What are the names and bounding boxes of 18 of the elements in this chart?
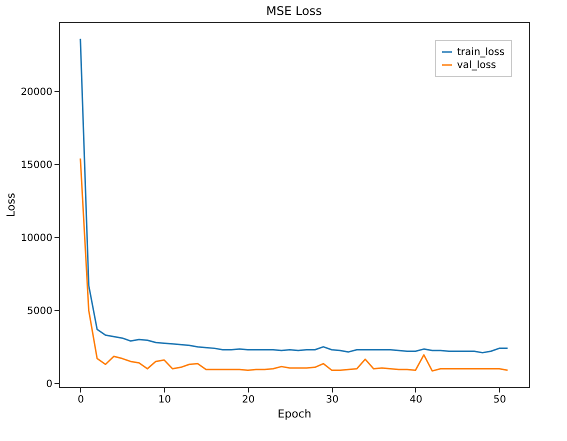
x-tick-label: 20	[242, 394, 255, 406]
chart-title: MSE Loss	[266, 4, 322, 18]
line-series	[80, 158, 508, 372]
y-tick-label: 15000	[20, 160, 52, 171]
y-tick-label: 0	[46, 378, 52, 390]
y-tick-label: 5000	[27, 306, 52, 317]
legend-label: train_loss	[457, 47, 505, 58]
y-tick-label: 20000	[20, 86, 52, 98]
x-tick-label: 30	[326, 394, 339, 406]
legend-label: val_loss	[457, 60, 496, 71]
x-tick-label: 10	[158, 394, 172, 406]
line-series	[80, 38, 508, 354]
x-axis-title: Epoch	[278, 408, 312, 420]
y-tick-label: 10000	[20, 232, 52, 244]
x-tick-label: 50	[493, 394, 506, 406]
x-tick-label: 0	[78, 394, 84, 406]
x-tick-label: 40	[410, 394, 422, 406]
y-axis-title: Loss	[4, 192, 18, 218]
